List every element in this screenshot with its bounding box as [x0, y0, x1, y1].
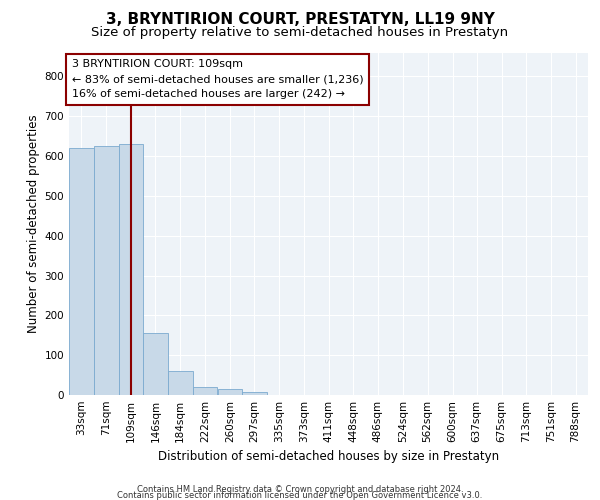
Bar: [193, 387, 217, 395]
Text: Contains public sector information licensed under the Open Government Licence v3: Contains public sector information licen…: [118, 491, 482, 500]
Bar: [94, 146, 119, 395]
Text: Contains HM Land Registry data © Crown copyright and database right 2024.: Contains HM Land Registry data © Crown c…: [137, 485, 463, 494]
Text: Size of property relative to semi-detached houses in Prestatyn: Size of property relative to semi-detach…: [91, 26, 509, 39]
Bar: [168, 371, 193, 395]
Bar: [69, 148, 94, 395]
Bar: [143, 334, 168, 395]
Bar: [119, 144, 143, 395]
Y-axis label: Number of semi-detached properties: Number of semi-detached properties: [28, 114, 40, 333]
X-axis label: Distribution of semi-detached houses by size in Prestatyn: Distribution of semi-detached houses by …: [158, 450, 499, 464]
Bar: [242, 392, 266, 395]
Bar: [218, 389, 242, 395]
Text: 3 BRYNTIRION COURT: 109sqm
← 83% of semi-detached houses are smaller (1,236)
16%: 3 BRYNTIRION COURT: 109sqm ← 83% of semi…: [71, 60, 363, 99]
Text: 3, BRYNTIRION COURT, PRESTATYN, LL19 9NY: 3, BRYNTIRION COURT, PRESTATYN, LL19 9NY: [106, 12, 494, 28]
